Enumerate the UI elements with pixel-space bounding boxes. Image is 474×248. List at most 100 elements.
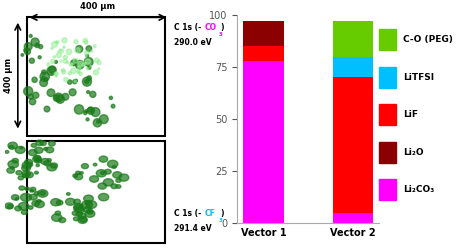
- Circle shape: [97, 120, 100, 123]
- Circle shape: [116, 185, 121, 188]
- Circle shape: [82, 164, 89, 169]
- Circle shape: [44, 106, 50, 112]
- Circle shape: [21, 210, 27, 215]
- Circle shape: [35, 158, 42, 163]
- Circle shape: [116, 179, 121, 182]
- Circle shape: [5, 203, 13, 209]
- Circle shape: [73, 199, 81, 204]
- Circle shape: [74, 174, 82, 180]
- Circle shape: [50, 163, 57, 168]
- Circle shape: [56, 53, 61, 58]
- Bar: [333, 21, 373, 57]
- Circle shape: [52, 42, 57, 47]
- Circle shape: [21, 54, 24, 56]
- Circle shape: [36, 200, 41, 203]
- Circle shape: [33, 92, 39, 98]
- Circle shape: [99, 193, 109, 201]
- Circle shape: [20, 147, 23, 149]
- Circle shape: [65, 198, 75, 205]
- Circle shape: [30, 187, 36, 191]
- Circle shape: [75, 60, 84, 69]
- Circle shape: [85, 201, 91, 205]
- Circle shape: [55, 93, 63, 102]
- Circle shape: [86, 201, 97, 209]
- Circle shape: [8, 142, 18, 149]
- Circle shape: [73, 80, 77, 84]
- Circle shape: [51, 59, 55, 63]
- Circle shape: [22, 173, 28, 178]
- Circle shape: [85, 110, 88, 113]
- Circle shape: [34, 155, 41, 160]
- Circle shape: [63, 46, 65, 48]
- Circle shape: [40, 72, 49, 82]
- Circle shape: [90, 176, 99, 182]
- Circle shape: [19, 186, 25, 190]
- Circle shape: [15, 146, 25, 154]
- Text: ): ): [220, 209, 224, 218]
- Text: Li₂O: Li₂O: [403, 148, 424, 157]
- Circle shape: [79, 213, 86, 218]
- Circle shape: [80, 204, 83, 207]
- Circle shape: [76, 212, 82, 217]
- Circle shape: [29, 58, 35, 63]
- Circle shape: [44, 147, 48, 150]
- Text: Li₂CO₃: Li₂CO₃: [403, 185, 434, 194]
- Text: 3: 3: [219, 32, 222, 37]
- Circle shape: [32, 201, 39, 206]
- Circle shape: [73, 217, 79, 221]
- Text: 400 μm: 400 μm: [4, 58, 13, 93]
- Text: C-O (PEG): C-O (PEG): [403, 35, 453, 44]
- Circle shape: [85, 210, 95, 217]
- Circle shape: [63, 47, 64, 49]
- Bar: [379, 142, 396, 163]
- Circle shape: [87, 210, 93, 214]
- Circle shape: [88, 107, 92, 112]
- Circle shape: [63, 59, 67, 63]
- Text: 291.4 eV: 291.4 eV: [174, 224, 211, 233]
- Bar: [379, 30, 396, 50]
- Bar: [379, 104, 396, 125]
- Text: C 1s (-: C 1s (-: [174, 209, 201, 218]
- Circle shape: [87, 91, 90, 93]
- Circle shape: [22, 165, 30, 171]
- Circle shape: [7, 168, 15, 173]
- Circle shape: [35, 43, 39, 48]
- Circle shape: [53, 95, 60, 101]
- Circle shape: [69, 89, 76, 96]
- Circle shape: [96, 170, 106, 177]
- Circle shape: [41, 158, 49, 164]
- Circle shape: [12, 158, 18, 163]
- Circle shape: [48, 141, 55, 146]
- Circle shape: [5, 151, 9, 153]
- Circle shape: [74, 60, 76, 62]
- Circle shape: [66, 193, 70, 195]
- Circle shape: [35, 171, 38, 174]
- Circle shape: [100, 115, 108, 124]
- Circle shape: [28, 150, 37, 156]
- Circle shape: [105, 169, 111, 174]
- Circle shape: [45, 78, 48, 81]
- Circle shape: [56, 95, 64, 103]
- Circle shape: [84, 195, 93, 202]
- Circle shape: [93, 119, 101, 127]
- Circle shape: [52, 214, 62, 221]
- Circle shape: [100, 172, 105, 174]
- Circle shape: [30, 189, 34, 192]
- Circle shape: [24, 49, 27, 52]
- Circle shape: [108, 160, 118, 168]
- Circle shape: [29, 98, 36, 105]
- Circle shape: [73, 205, 83, 212]
- Circle shape: [25, 172, 33, 178]
- Circle shape: [82, 77, 91, 86]
- Bar: [333, 213, 373, 223]
- Circle shape: [68, 80, 72, 84]
- Circle shape: [112, 165, 116, 168]
- Circle shape: [55, 72, 58, 75]
- Circle shape: [83, 111, 87, 115]
- Circle shape: [67, 62, 69, 63]
- Circle shape: [62, 38, 67, 43]
- Circle shape: [24, 87, 33, 96]
- Circle shape: [51, 199, 61, 206]
- Circle shape: [79, 72, 82, 75]
- Circle shape: [61, 69, 65, 72]
